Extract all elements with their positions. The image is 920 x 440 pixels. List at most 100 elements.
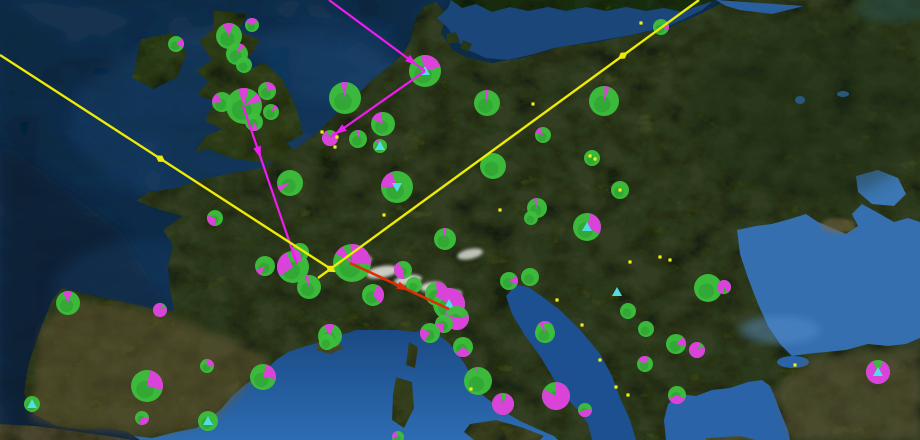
pie-marker[interactable]: [381, 171, 413, 203]
pie-marker[interactable]: [200, 359, 214, 373]
pie-magenta-slice: [237, 87, 249, 106]
pie-marker[interactable]: [492, 393, 515, 416]
pie-marker[interactable]: [371, 112, 395, 136]
pie-shade: [281, 178, 296, 194]
direction-arrow-icon: [396, 281, 409, 291]
pie-marker[interactable]: [135, 411, 149, 425]
cyan-triangle-marker: [612, 287, 622, 296]
pie-marker[interactable]: [637, 355, 653, 372]
pie-magenta-slice: [419, 328, 430, 342]
pie-magenta-slice: [509, 275, 518, 285]
pie-marker[interactable]: [666, 334, 687, 354]
pie-marker[interactable]: [245, 18, 259, 32]
pie-marker[interactable]: [216, 22, 242, 49]
pie-marker[interactable]: [236, 57, 252, 73]
tracks-layer: [0, 0, 700, 311]
pie-marker[interactable]: [168, 36, 185, 52]
pie-magenta-slice: [266, 81, 276, 91]
pie-magenta-slice: [716, 280, 731, 294]
east-forest-tint: [690, 20, 920, 200]
pie-marker[interactable]: [297, 275, 321, 299]
pie-shade: [537, 132, 547, 142]
yellow-dot-marker: [555, 298, 559, 302]
pie-marker[interactable]: [480, 153, 506, 179]
track-magenta[interactable]: [241, 105, 299, 265]
pie-marker[interactable]: [392, 431, 404, 440]
pie-circle: [638, 321, 654, 337]
pie-marker[interactable]: [435, 315, 453, 333]
pie-marker[interactable]: [56, 290, 80, 315]
pie-marker[interactable]: [258, 81, 276, 100]
pie-marker[interactable]: [535, 323, 555, 343]
pie-circle: [524, 211, 538, 225]
pie-circle: [620, 303, 636, 319]
island-crete: [706, 436, 756, 440]
track-line: [0, 53, 335, 273]
pie-marker[interactable]: [535, 127, 551, 143]
pie-marker[interactable]: [263, 104, 279, 120]
pie-magenta-slice: [484, 90, 489, 103]
pie-marker[interactable]: [474, 90, 500, 116]
yellow-dot-marker: [580, 323, 584, 327]
africa-coast: [0, 424, 132, 440]
pie-marker[interactable]: [573, 213, 601, 241]
pie-marker[interactable]: [524, 211, 538, 225]
pie-marker[interactable]: [578, 403, 592, 417]
track-magenta[interactable]: [328, 0, 426, 72]
pie-marker[interactable]: [453, 337, 473, 358]
pie-marker[interactable]: [521, 268, 539, 286]
pie-marker[interactable]: [406, 277, 422, 293]
pie-marker[interactable]: [694, 274, 722, 302]
pie-marker[interactable]: [24, 396, 40, 412]
pie-marker[interactable]: [716, 280, 731, 294]
pie-marker[interactable]: [668, 386, 686, 405]
track-yellow[interactable]: [317, 0, 700, 279]
island-corsica: [406, 342, 418, 368]
pie-marker[interactable]: [689, 341, 706, 358]
pie-shade: [437, 235, 450, 248]
pie-marker[interactable]: [419, 323, 440, 343]
pie-shade: [321, 339, 331, 349]
cyan-triangle-marker: [582, 222, 592, 231]
pie-marker[interactable]: [638, 321, 654, 337]
pie-marker[interactable]: [152, 303, 167, 318]
pie-magenta-slice: [212, 93, 222, 103]
pie-marker[interactable]: [373, 139, 387, 153]
pie-marker[interactable]: [250, 364, 276, 390]
pie-marker[interactable]: [329, 82, 361, 114]
track-red[interactable]: [349, 261, 450, 311]
pie-marker[interactable]: [319, 334, 335, 350]
pie-marker[interactable]: [206, 210, 223, 227]
pie-marker[interactable]: [434, 228, 456, 250]
pie-marker[interactable]: [362, 284, 385, 306]
pie-marker[interactable]: [584, 150, 600, 166]
pie-magenta-slice: [62, 290, 73, 303]
track-line: [317, 0, 700, 279]
pie-magenta-slice: [251, 122, 259, 131]
yellow-dot-marker: [588, 154, 592, 158]
pie-marker[interactable]: [277, 170, 303, 196]
pie-marker[interactable]: [349, 130, 367, 148]
pie-marker[interactable]: [589, 86, 619, 116]
pie-marker[interactable]: [866, 360, 890, 384]
pie-shade: [265, 109, 275, 119]
pie-marker[interactable]: [500, 272, 518, 290]
pie-marker[interactable]: [131, 370, 163, 402]
pie-shade: [408, 282, 418, 292]
north-sea-water: [260, 18, 400, 102]
crimea-tint: [820, 218, 856, 234]
pie-magenta-slice: [668, 395, 686, 405]
danish-isles: [446, 32, 472, 52]
pie-marker[interactable]: [620, 303, 636, 319]
pie-magenta-slice: [689, 341, 706, 358]
track-magenta[interactable]: [330, 70, 426, 138]
pie-magenta-slice: [578, 408, 592, 417]
direction-arrow-icon: [253, 145, 261, 159]
pie-marker[interactable]: [542, 382, 571, 410]
pie-marker[interactable]: [394, 261, 412, 279]
pie-marker[interactable]: [464, 367, 492, 395]
pie-marker[interactable]: [255, 256, 275, 276]
pie-marker[interactable]: [198, 411, 218, 431]
